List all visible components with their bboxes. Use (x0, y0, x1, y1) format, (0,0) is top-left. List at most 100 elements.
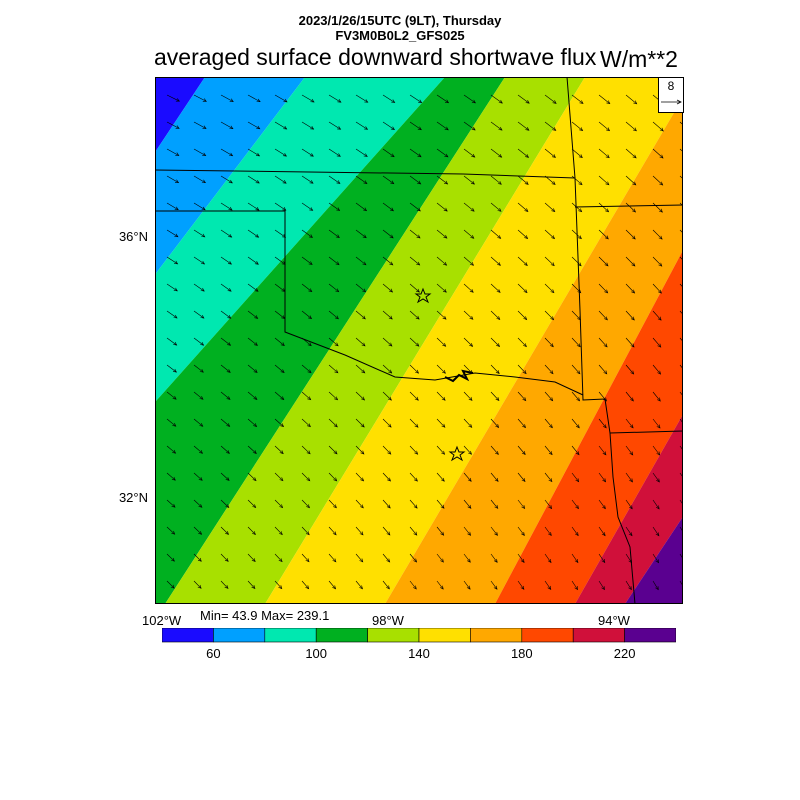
wind-vector-icon (220, 499, 230, 508)
wind-vector-icon (490, 472, 499, 482)
wind-vector-icon (679, 148, 683, 153)
wind-vector-icon (652, 256, 663, 267)
min-max-label: Min= 43.9 Max= 239.1 (200, 608, 330, 623)
wind-vector-icon (517, 553, 525, 563)
wind-vector-icon (220, 445, 230, 454)
wind-vector-icon (463, 202, 475, 212)
wind-vector-icon (652, 229, 663, 240)
wind-vector-icon (220, 526, 229, 535)
wind-vector-icon (463, 337, 474, 347)
wind-vector-icon (274, 391, 285, 401)
wind-vector-icon (220, 121, 234, 130)
wind-vector-icon (598, 283, 609, 294)
wind-vector-icon (355, 364, 366, 374)
wind-vector-icon (652, 310, 662, 321)
wind-vector-icon (220, 337, 232, 346)
wind-vector-icon (652, 418, 661, 429)
wind-vector-icon (247, 337, 258, 346)
wind-vector-icon (463, 256, 475, 266)
wind-vector-icon (409, 310, 420, 320)
wind-vector-icon (409, 283, 420, 293)
wind-vector-icon (328, 256, 340, 266)
wind-vector-icon (193, 418, 204, 427)
wind-vector-icon (274, 418, 285, 428)
wind-vector-icon (193, 580, 202, 589)
wind-vector-icon (409, 553, 418, 563)
wind-vector-icon (652, 553, 659, 564)
wind-vector-icon (625, 445, 634, 456)
wind-vector-icon (463, 499, 472, 509)
city-markers (414, 287, 466, 462)
wind-vector-icon (355, 121, 369, 130)
wind-vector-icon (598, 229, 609, 240)
wind-vector-icon (463, 283, 474, 293)
wind-vector-icon (517, 580, 525, 590)
wind-vector-icon (301, 175, 314, 184)
wind-vector-icon (274, 148, 287, 157)
wind-vector-icon (652, 337, 662, 348)
vector-reference-value: 8 (667, 79, 675, 93)
wind-vector-icon (517, 445, 526, 456)
wind-vector-icon (328, 337, 339, 347)
wind-vector-icon (625, 526, 633, 537)
colorbar-swatch (418, 628, 471, 643)
wind-vector-icon (490, 94, 503, 104)
wind-vector-icon (328, 499, 337, 509)
wind-vector-icon (220, 148, 234, 157)
wind-vector-icon (382, 283, 394, 293)
wind-vector-icon (436, 283, 447, 293)
wind-vector-icon (490, 445, 499, 455)
wind-vector-icon (409, 256, 421, 266)
wind-vector-icon (274, 202, 287, 211)
wind-vector-icon (436, 229, 448, 239)
wind-vector-icon (220, 418, 231, 427)
wind-vector-icon (679, 229, 683, 234)
wind-vector-icon (544, 229, 556, 240)
wind-vector-icon (490, 175, 502, 185)
wind-vector-icon (193, 310, 205, 319)
wind-vector-icon (490, 526, 498, 536)
wind-vector-icon (544, 391, 554, 402)
wind-vector-icon (490, 121, 503, 131)
wind-vector-icon (382, 472, 391, 482)
wind-vector-icon (490, 337, 500, 347)
wind-vector-icon (571, 445, 580, 456)
wind-vector-icon (301, 310, 313, 320)
wind-vector-icon (382, 202, 394, 212)
colorbar-swatch (315, 628, 368, 643)
wind-vector-icon (166, 94, 181, 102)
wind-vector-icon (193, 472, 203, 481)
wind-vector-icon (544, 148, 556, 158)
wind-vector-icon (274, 364, 285, 374)
wind-vector-icon (598, 553, 606, 564)
wind-vector-icon (274, 580, 283, 590)
wind-vector-icon (544, 553, 552, 564)
wind-vector-icon (247, 580, 256, 590)
wind-vector-icon (652, 472, 660, 483)
wind-vector-icon (436, 526, 445, 536)
wind-vector-icon (652, 580, 659, 591)
wind-vector-icon (301, 526, 310, 536)
wind-vector-icon (274, 175, 287, 184)
wind-vector-icon (544, 364, 554, 375)
wind-vector-icon (355, 472, 365, 482)
wind-vector-icon (409, 580, 417, 590)
wind-vector-icon (544, 445, 553, 456)
wind-vector-icon (382, 526, 391, 536)
wind-vector-icon (193, 499, 203, 508)
wind-vector-icon (436, 472, 445, 482)
wind-vector-icon (625, 418, 634, 429)
wind-vector-icon (517, 229, 529, 239)
wind-vector-icon (166, 553, 175, 562)
wind-vector-icon (463, 148, 476, 158)
wind-vector-icon (274, 121, 288, 130)
colorbar-tick-label: 60 (206, 646, 221, 661)
wind-vector-icon (652, 364, 662, 375)
lat-label-32: 32°N (118, 490, 148, 505)
wind-vector-icon (436, 418, 446, 428)
wind-vector-icon (571, 418, 580, 429)
wind-vector-icon (436, 310, 447, 320)
wind-vector-icon (436, 121, 449, 131)
wind-vector-icon (409, 148, 422, 158)
wind-vector-icon (490, 148, 503, 158)
